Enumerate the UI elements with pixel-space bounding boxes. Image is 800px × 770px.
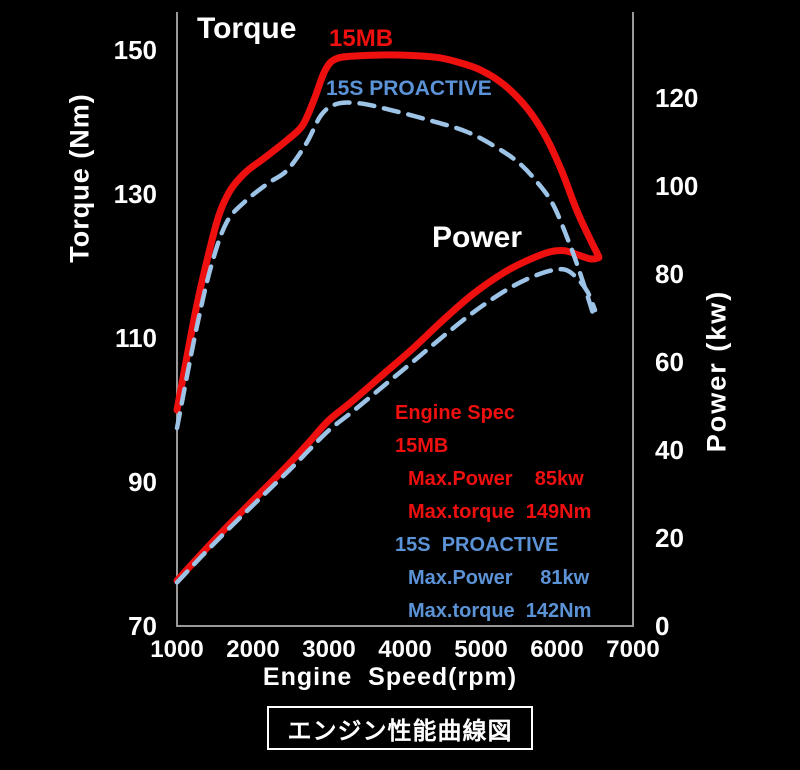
x-tick-label: 1000: [150, 636, 204, 663]
y-left-tick-label: 70: [128, 611, 157, 641]
y-axis-left-title: Torque (Nm): [64, 93, 95, 263]
spec-line: Max.Power 85kw: [408, 468, 584, 490]
y-right-tick-label: 0: [655, 611, 670, 641]
spec-line: Engine Spec: [395, 402, 516, 424]
x-tick-label: 4000: [378, 636, 432, 663]
y-right-tick-label: 20: [655, 523, 684, 553]
x-tick-label: 7000: [606, 636, 660, 663]
y-right-tick-label: 120: [655, 83, 699, 113]
y-left-tick-label: 90: [128, 467, 157, 497]
curve-15s-proactive-power-kw-: [174, 266, 598, 585]
spec-line: Max.torque 142Nm: [408, 600, 592, 622]
legend-15mb-label: 15MB: [329, 25, 394, 52]
caption-box: エンジン性能曲線図: [267, 706, 533, 750]
x-tick-label: 5000: [454, 636, 508, 663]
y-right-tick-label: 40: [655, 435, 684, 465]
spec-line: 15MB: [395, 435, 449, 457]
curve-group: [173, 51, 603, 585]
caption-text: エンジン性能曲線図: [287, 717, 513, 745]
legend-15s-proactive-label: 15S PROACTIVE: [326, 77, 492, 100]
y-right-tick-label: 100: [655, 171, 699, 201]
x-tick-label: 2000: [226, 636, 280, 663]
spec-line: Max.torque 149Nm: [408, 501, 592, 523]
curve-15mb-power-kw-: [173, 246, 603, 585]
x-axis-title: Engine Speed(rpm): [262, 663, 518, 691]
power-section-label: Power: [432, 221, 523, 254]
torque-section-label: Torque: [197, 12, 297, 45]
engine-spec-annotation: Engine Spec 15MB Max.Power 85kw Max.torque …: [395, 397, 591, 628]
curve-15mb-torque-nm-: [173, 51, 603, 414]
spec-line: 15S PROACTIVE: [395, 534, 559, 556]
x-tick-label: 6000: [530, 636, 584, 663]
spec-line: Max.Power 81kw: [408, 567, 590, 589]
y-right-tick-label: 60: [655, 347, 684, 377]
y-left-tick-label: 130: [113, 179, 157, 209]
x-tick-label: 3000: [302, 636, 356, 663]
y-right-tick-label: 80: [655, 259, 684, 289]
y-left-tick-label: 110: [115, 323, 157, 353]
curve-15s-proactive-torque-nm-: [174, 100, 598, 431]
y-left-tick-label: 150: [113, 35, 157, 65]
